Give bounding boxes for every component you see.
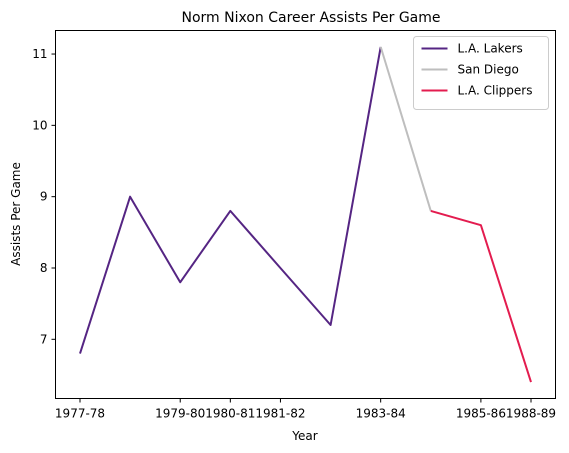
y-tick-label: 7 — [40, 332, 48, 346]
y-tick-label: 9 — [40, 190, 48, 204]
x-axis-label: Year — [291, 429, 317, 443]
chart-title: Norm Nixon Career Assists Per Game — [182, 10, 441, 26]
series-layer — [79, 46, 532, 383]
series-line-l-a-lakers — [79, 46, 382, 354]
y-tick-label: 11 — [32, 47, 47, 61]
x-tick-label: 1981-82 — [255, 407, 305, 421]
series-line-san-diego — [379, 46, 432, 212]
y-tick-label: 8 — [40, 261, 48, 275]
legend-label-l-a-clippers: L.A. Clippers — [458, 84, 533, 98]
y-axis: 7 8 9 10 11 — [32, 47, 56, 346]
legend-label-san-diego: San Diego — [458, 63, 519, 77]
x-axis: 1977-78 1979-80 1980-81 1981-82 1983-84 1985-… — [55, 398, 556, 421]
x-tick-label: 1988-89 — [506, 407, 556, 421]
x-tick-label: 1985-86 — [456, 407, 506, 421]
x-tick-label: 1983-84 — [356, 407, 406, 421]
x-tick-label: 1977-78 — [55, 407, 105, 421]
legend-label-l-a-lakers: L.A. Lakers — [458, 42, 523, 56]
y-axis-label: Assists Per Game — [9, 162, 23, 266]
series-line-l-a-clippers — [430, 209, 532, 383]
x-tick-label: 1980-81 — [205, 407, 255, 421]
legend: L.A. Lakers San Diego L.A. Clippers — [413, 36, 549, 110]
plot-frame — [55, 30, 556, 399]
x-tick-label: 1979-80 — [155, 407, 205, 421]
y-tick-label: 10 — [32, 118, 47, 132]
